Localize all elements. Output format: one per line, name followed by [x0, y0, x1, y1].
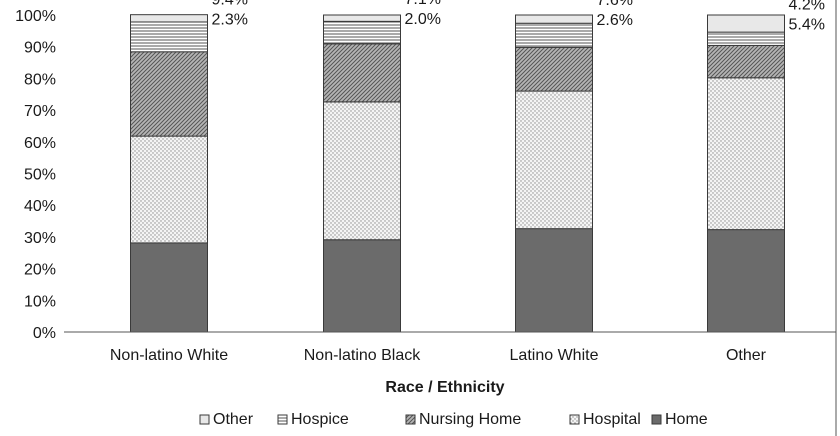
bar-segment: [323, 14, 401, 22]
bar-segment: [130, 51, 208, 137]
bar-segment: [515, 46, 593, 92]
x-category-label: Non-latino White: [110, 347, 228, 364]
bar-segment: [130, 135, 208, 244]
y-tick-label: 60%: [24, 135, 56, 152]
bar-segment: [515, 228, 593, 333]
bar-segment: [130, 242, 208, 333]
legend-swatch: [569, 414, 580, 425]
bar-segment: [130, 14, 208, 23]
bar-segment: [323, 20, 401, 45]
legend-swatch: [199, 414, 210, 425]
data-label: 7.1%: [405, 0, 441, 8]
x-category-label: Other: [726, 347, 767, 364]
bar-segment: [515, 14, 593, 24]
bar-segment: [515, 90, 593, 230]
bar-segment: [707, 77, 785, 231]
bar-segment: [515, 22, 593, 48]
y-tick-label: 0%: [33, 325, 56, 342]
bar-segment: [707, 14, 785, 33]
bar-segment: [323, 101, 401, 241]
data-label: 7.6%: [597, 0, 633, 9]
bar-segment: [707, 44, 785, 79]
data-label: 2.0%: [405, 11, 441, 28]
legend-swatch: [405, 414, 416, 425]
y-tick-label: 40%: [24, 198, 56, 215]
bars: [130, 14, 785, 333]
y-tick-label: 90%: [24, 40, 56, 57]
x-category-label: Non-latino Black: [304, 347, 422, 364]
bar-segment: [130, 21, 208, 53]
y-tick-label: 100%: [15, 8, 56, 25]
y-tick-label: 30%: [24, 230, 56, 247]
data-labels: 28.1%33.7%26.6%9.4%2.3%29.1%43.5%18.3%7.…: [212, 0, 825, 34]
y-tick-label: 50%: [24, 167, 56, 184]
x-category-label: Latino White: [510, 347, 599, 364]
legend-swatch: [277, 414, 288, 425]
bar-segment: [323, 43, 401, 103]
bar-segment: [707, 229, 785, 333]
x-axis-title: Race / Ethnicity: [385, 379, 504, 396]
legend-label: Hospice: [291, 411, 349, 428]
legend-label: Home: [665, 411, 708, 428]
data-label: 5.4%: [789, 17, 825, 34]
x-axis: Non-latino White Non-latino Black Latino W…: [64, 331, 836, 364]
legend-label: Nursing Home: [419, 411, 521, 428]
data-label: 4.2%: [789, 0, 825, 14]
legend-label: Hospital: [583, 411, 641, 428]
data-label: 2.6%: [597, 12, 633, 29]
y-tick-label: 10%: [24, 293, 56, 310]
bar-segment: [707, 31, 785, 46]
y-tick-label: 80%: [24, 71, 56, 88]
y-axis: 0% 10% 20% 30% 40% 50% 60% 70% 80% 90% 100%: [15, 8, 56, 342]
legend-label: Other: [213, 411, 254, 428]
legend: Other Hospice Nursing Home Hospital Home: [199, 411, 708, 428]
bar-segment: [323, 239, 401, 333]
y-tick-label: 70%: [24, 103, 56, 120]
y-tick-label: 20%: [24, 262, 56, 279]
legend-swatch: [651, 414, 662, 425]
data-label: 2.3%: [212, 11, 248, 28]
data-label: 9.4%: [212, 0, 248, 8]
